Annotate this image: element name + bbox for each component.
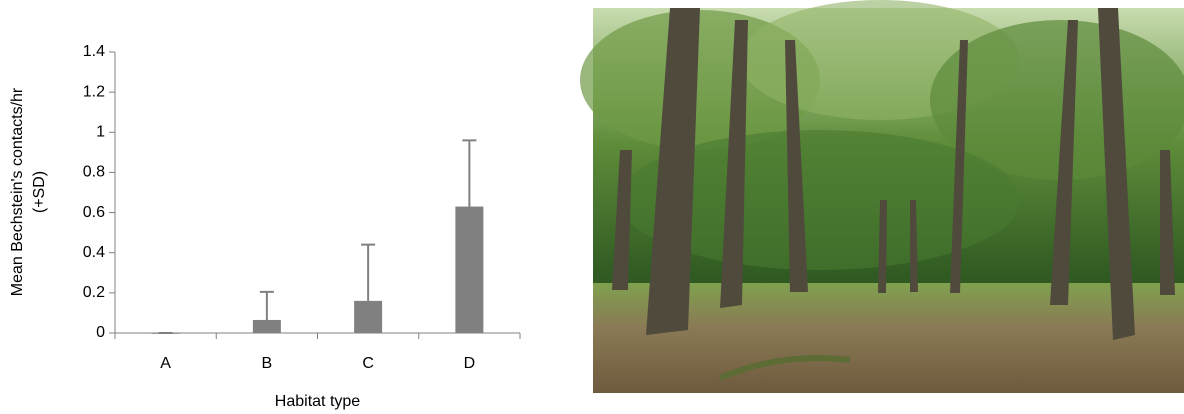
y-tick-label: 0.2: [83, 284, 105, 301]
y-tick-label: 1: [96, 124, 105, 141]
bar: [354, 300, 383, 333]
y-tick-label: 0.4: [83, 244, 105, 261]
x-tick-label: B: [262, 355, 273, 372]
bar: [455, 206, 484, 333]
forest-photo: [580, 0, 1184, 393]
x-tick-label: A: [160, 355, 171, 372]
y-tick-label: 0.6: [83, 204, 105, 221]
x-tick-label: C: [362, 355, 374, 372]
y-tick-label: 0: [96, 324, 105, 341]
x-tick-label: D: [464, 355, 476, 372]
y-axis-title: (+SD): [31, 171, 48, 213]
error-bar: [361, 243, 376, 301]
y-axis-title: Mean Bechstein's contacts/hr: [9, 87, 26, 296]
x-axis-title: Habitat type: [275, 393, 360, 410]
bar: [252, 319, 281, 333]
error-bar: [462, 139, 477, 207]
y-tick-label: 1.2: [83, 83, 105, 100]
y-tick-label: 0.8: [83, 164, 105, 181]
error-bar: [259, 290, 274, 320]
y-tick-label: 1.4: [83, 43, 105, 60]
